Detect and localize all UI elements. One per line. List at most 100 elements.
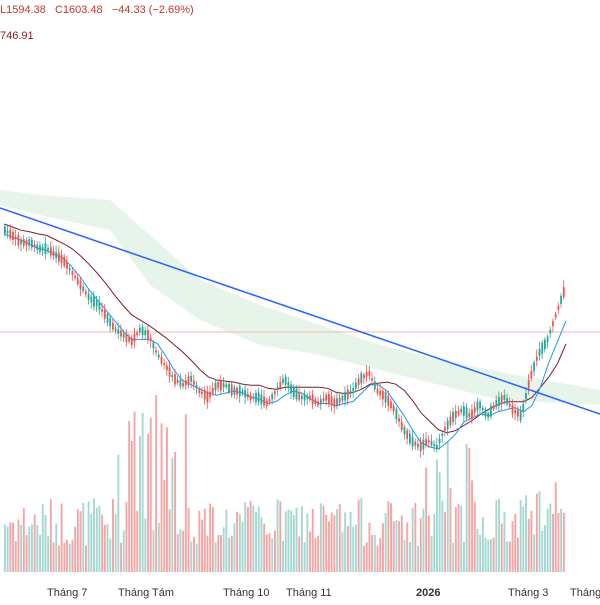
volume-bar: [382, 523, 384, 572]
volume-bar: [190, 541, 193, 572]
candle-body: [382, 390, 384, 400]
volume-bar: [284, 511, 287, 572]
volume-bar: [517, 537, 519, 572]
candle-body: [171, 374, 174, 378]
candle-body: [360, 373, 363, 384]
volume-bar: [487, 539, 490, 572]
volume-bar: [257, 506, 260, 572]
candle-body: [252, 396, 255, 399]
volume-bar: [211, 507, 214, 572]
candle-body: [122, 333, 125, 338]
volume-bar: [322, 505, 325, 572]
candle-body: [155, 350, 157, 353]
volume-bar: [117, 454, 120, 572]
candle-body: [314, 399, 317, 404]
candle-body: [322, 398, 325, 402]
volume-bar: [465, 444, 468, 572]
candle-body: [446, 420, 449, 430]
volume-bar: [290, 510, 293, 572]
volume-bar: [471, 480, 473, 572]
candle-body: [17, 234, 20, 246]
candle-body: [333, 398, 336, 408]
candle-body: [503, 395, 506, 400]
volume-bar: [33, 514, 36, 572]
volume-bar: [17, 519, 20, 572]
candle-body: [398, 418, 400, 422]
candle-body: [144, 330, 147, 336]
candle-body: [425, 439, 427, 446]
volume-bar: [236, 511, 239, 572]
volume-bar: [141, 413, 144, 572]
volume-bar: [427, 515, 430, 572]
candle-body: [120, 330, 122, 337]
volume-bar: [160, 423, 163, 572]
volume-bar: [376, 545, 379, 572]
candle-body: [233, 387, 236, 395]
candle-body: [390, 401, 392, 409]
candle-body: [522, 404, 525, 412]
candle-body: [230, 384, 233, 396]
candle-body: [479, 401, 481, 409]
volume-bar: [171, 457, 174, 572]
volume-bar: [490, 539, 492, 572]
volume-bar: [195, 543, 198, 572]
candle-body: [220, 379, 222, 391]
candle-body: [363, 374, 365, 378]
volume-bar: [157, 522, 160, 572]
candle-body: [225, 384, 228, 388]
candle-body: [265, 400, 268, 406]
candle-body: [557, 305, 560, 310]
candle-body: [95, 300, 98, 307]
volume-bar: [549, 503, 552, 572]
candle-body: [371, 378, 373, 381]
candle-body: [546, 336, 549, 343]
volume-bar: [319, 503, 322, 572]
candle-body: [506, 398, 508, 405]
indicator-legend: 746.91: [0, 30, 34, 42]
candle-body: [484, 409, 487, 417]
trendline[interactable]: [0, 207, 600, 415]
volume-bar: [557, 512, 560, 572]
volume-bar: [144, 518, 147, 572]
volume-bar: [166, 427, 168, 572]
volume-bar: [222, 527, 225, 572]
candle-body: [90, 296, 93, 303]
volume-bar: [179, 529, 182, 572]
volume-bar: [174, 451, 176, 572]
candle-body: [301, 395, 303, 400]
volume-bar: [152, 529, 155, 572]
candle-body: [468, 412, 471, 418]
candle-body: [182, 383, 184, 387]
candle-body: [514, 409, 517, 414]
x-tick-label: Tháng 3: [508, 587, 548, 599]
volume-bar: [193, 536, 195, 572]
candle-body: [274, 390, 276, 395]
candle-body: [47, 248, 49, 251]
candle-body: [114, 328, 117, 331]
volume-bar: [511, 521, 514, 572]
volume-bar: [292, 515, 295, 572]
x-axis: Tháng 7 Tháng Tám Tháng 10 Tháng 11 2026…: [47, 587, 600, 599]
candle-body: [500, 395, 503, 404]
candle-body: [387, 395, 390, 406]
volume-bar: [306, 513, 309, 572]
candle-body: [287, 382, 290, 388]
candle-body: [147, 330, 149, 340]
candle-body: [31, 239, 33, 248]
volume-bar: [133, 411, 136, 572]
candle-body: [244, 389, 247, 398]
candle-body: [20, 239, 22, 245]
candle-body: [198, 388, 201, 393]
volume-bar: [125, 501, 128, 572]
x-tick-label: Tháng 10: [223, 587, 269, 599]
candle-body: [352, 388, 355, 392]
candle-body: [257, 392, 260, 403]
volume-bar: [295, 507, 298, 572]
candle-body: [217, 382, 220, 388]
volume-bar: [403, 540, 406, 572]
volume-bar: [500, 523, 503, 572]
volume-bar: [155, 395, 158, 572]
volume-bar: [238, 513, 241, 572]
